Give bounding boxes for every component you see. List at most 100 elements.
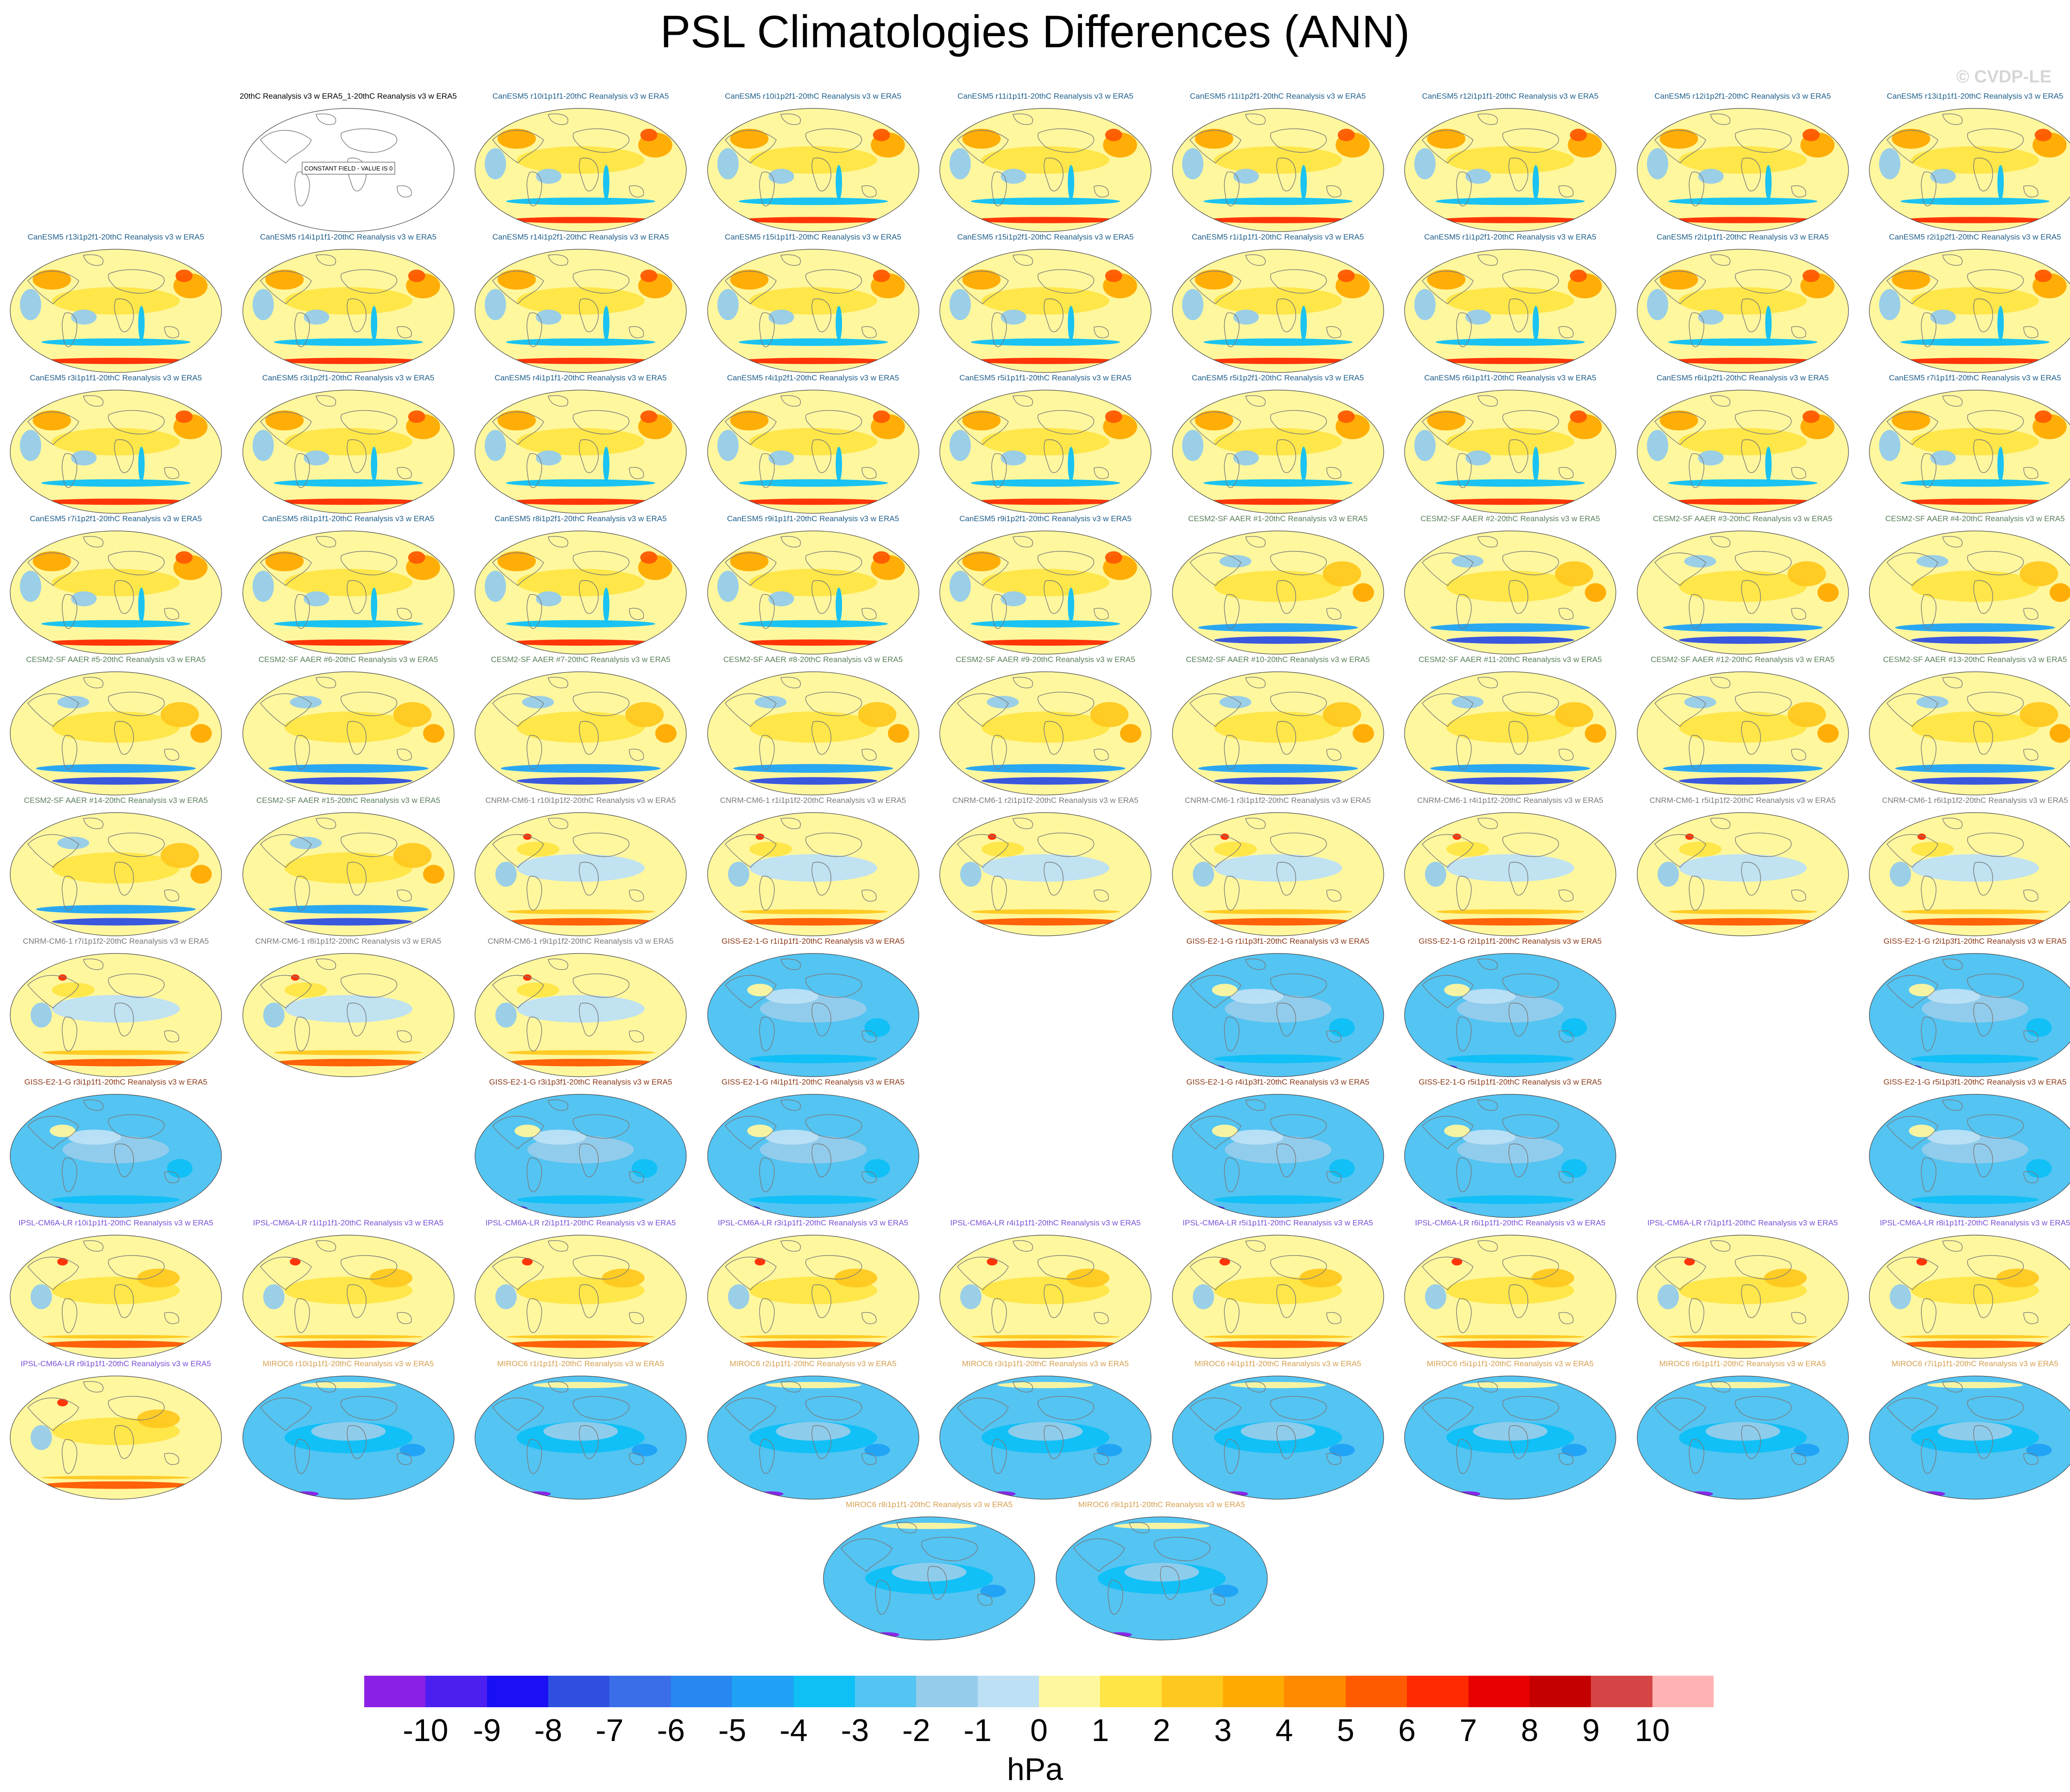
- field-contour: [950, 429, 971, 461]
- coastline: [346, 1284, 367, 1319]
- world-map: [939, 390, 1152, 514]
- field-contour: [1436, 1206, 1457, 1211]
- field-contour: [835, 165, 842, 200]
- coastline: [1967, 410, 2024, 435]
- map-border: [939, 530, 1152, 655]
- field-contour: [1105, 410, 1122, 423]
- field-contour: [408, 410, 425, 423]
- world-map: [1171, 390, 1384, 514]
- field-contour: [1427, 128, 1466, 149]
- field-contour: [625, 702, 664, 727]
- field-contour: [41, 1476, 190, 1480]
- world-map: [1869, 671, 2070, 795]
- coastline: [1741, 862, 1761, 896]
- panel-title: CNRM-CM6-1 r5i1p1f2-20thC Reanalysis v3 …: [1649, 796, 1836, 805]
- field-contour: [1446, 1195, 1574, 1204]
- field-contour: [1900, 358, 2050, 364]
- colorbar-tick-label: 10: [1634, 1713, 1670, 1748]
- coastline: [1094, 890, 1109, 902]
- map-border: [707, 108, 919, 232]
- world-map: [1171, 953, 1384, 1077]
- coastline: [1942, 395, 1963, 407]
- coastline: [27, 1397, 79, 1431]
- coastline: [805, 269, 862, 294]
- world-map: [1636, 812, 1849, 936]
- field-contour: [1646, 148, 1668, 180]
- coastline: [759, 876, 775, 911]
- field-contour: [1892, 269, 1931, 290]
- field-contour: [1446, 841, 1489, 857]
- coastline: [1558, 1030, 1574, 1043]
- field-contour: [1068, 587, 1075, 623]
- panel-title: CanESM5 r1i1p2f1-20thC Reanalysis v3 w E…: [1424, 233, 1596, 241]
- world-map: [1869, 953, 2070, 1077]
- world-map: [242, 671, 455, 795]
- field-contour: [175, 551, 193, 564]
- field-contour: [1214, 777, 1342, 785]
- coastline: [1942, 254, 1963, 266]
- coastline: [83, 1240, 104, 1252]
- colorbar-segment: [609, 1676, 671, 1707]
- world-map: [242, 812, 455, 936]
- world-map: [1636, 1376, 1849, 1500]
- coastline: [27, 693, 79, 727]
- coastline: [1044, 158, 1063, 192]
- field-contour: [1299, 1268, 1342, 1287]
- field-contour: [1195, 128, 1233, 149]
- field-contour: [1214, 570, 1342, 602]
- map-border: [707, 1376, 919, 1500]
- field-contour: [1996, 1268, 2039, 1287]
- field-contour: [1219, 696, 1251, 708]
- field-contour: [393, 843, 431, 868]
- map-border: [475, 530, 687, 655]
- field-contour: [603, 306, 610, 341]
- field-contour: [1090, 702, 1129, 727]
- field-contour: [603, 165, 610, 200]
- coastline: [1326, 749, 1342, 761]
- coastline: [1558, 890, 1574, 902]
- field-contour: [950, 289, 971, 321]
- coastline: [548, 1381, 569, 1393]
- coastline: [1886, 1397, 1938, 1431]
- coastline: [62, 1439, 77, 1474]
- field-contour: [640, 269, 658, 282]
- field-contour: [52, 1195, 180, 1204]
- coastline: [1502, 410, 1559, 435]
- colorbar-tick-label: -4: [779, 1713, 808, 1748]
- colorbar-segment: [425, 1676, 487, 1707]
- coastline: [114, 1425, 134, 1459]
- field-contour: [971, 498, 1120, 505]
- field-contour: [962, 128, 1001, 149]
- coastline: [294, 594, 310, 629]
- coastline: [811, 1425, 831, 1459]
- field-contour: [1425, 862, 1446, 887]
- field-contour: [1911, 636, 2039, 644]
- panel-title: CESM2-SF AAER #13-20thC Reanalysis v3 w …: [1883, 655, 2067, 664]
- coastline: [1276, 721, 1296, 755]
- coastline: [526, 735, 542, 770]
- field-contour: [1930, 169, 1956, 184]
- field-contour: [1462, 1382, 1558, 1388]
- coastline: [1044, 862, 1063, 896]
- coastline: [1654, 411, 1706, 445]
- field-contour: [1444, 1124, 1470, 1137]
- field-contour: [252, 289, 274, 321]
- field-contour: [1427, 410, 1466, 431]
- coastline: [1688, 1298, 1704, 1333]
- coastline: [1276, 1425, 1296, 1459]
- field-contour: [71, 591, 97, 606]
- map-border: [707, 249, 919, 373]
- coastline: [724, 834, 777, 868]
- field-contour: [137, 1268, 180, 1287]
- panel-title: CanESM5 r12i1p2f1-20thC Reanalysis v3 w …: [1654, 92, 1831, 101]
- coastline: [1223, 1298, 1240, 1333]
- field-contour: [1203, 479, 1353, 487]
- coastline: [1734, 410, 1791, 435]
- field-contour: [738, 217, 888, 223]
- coastline: [1886, 1116, 1938, 1149]
- coastline: [1741, 158, 1761, 192]
- coastline: [579, 1143, 599, 1178]
- coastline: [1153, 1537, 1211, 1561]
- field-contour: [138, 306, 145, 341]
- panel-title: GISS-E2-1-G r3i1p3f1-20thC Reanalysis v3…: [489, 1078, 672, 1086]
